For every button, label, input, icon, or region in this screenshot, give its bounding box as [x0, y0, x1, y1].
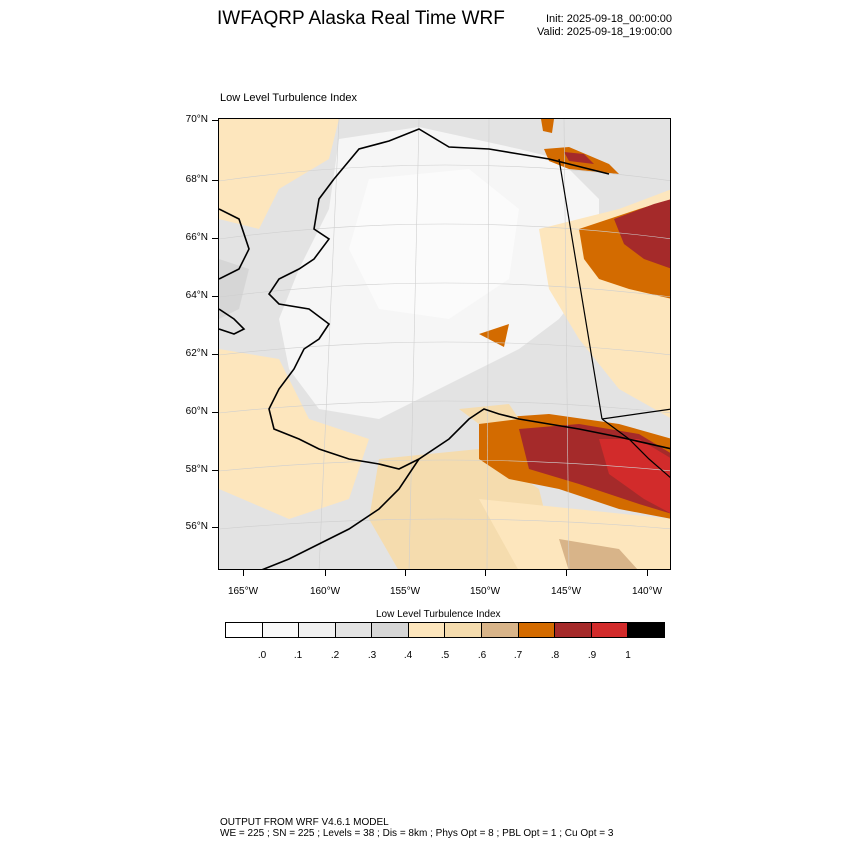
footer-line-params: WE = 225 ; SN = 225 ; Levels = 38 ; Dis …: [220, 828, 614, 839]
lat-tick: [212, 180, 218, 181]
colorbar-label: .9: [587, 650, 597, 661]
lat-label-58: 58°N: [185, 464, 208, 475]
lat-label-68: 68°N: [185, 174, 208, 185]
lon-label-155: 155°W: [389, 586, 421, 597]
colorbar-box: [226, 623, 263, 637]
lat-label-66: 66°N: [185, 232, 208, 243]
map-panel[interactable]: [218, 118, 671, 570]
model-footer: OUTPUT FROM WRF V4.6.1 MODEL WE = 225 ; …: [220, 817, 613, 839]
colorbar-box: [445, 623, 483, 637]
lon-label-150: 150°W: [469, 586, 501, 597]
init-time: Init: 2025-09-18_00:00:00: [546, 13, 672, 25]
lat-tick: [212, 120, 218, 121]
valid-time: Valid: 2025-09-18_19:00:00: [537, 26, 672, 38]
lon-tick: [647, 570, 648, 576]
colorbar-box: [335, 623, 373, 637]
lon-tick: [405, 570, 406, 576]
colorbar-label: .3: [367, 650, 377, 661]
colorbar-label: .0: [257, 650, 267, 661]
lon-label-160: 160°W: [309, 586, 341, 597]
colorbar-box: [408, 623, 446, 637]
colorbar-label: .4: [403, 650, 413, 661]
lat-label-60: 60°N: [185, 406, 208, 417]
colorbar-title: Low Level Turbulence Index: [376, 609, 501, 620]
lat-label-64: 64°N: [185, 290, 208, 301]
colorbar-label: .5: [440, 650, 450, 661]
colorbar-box: [262, 623, 300, 637]
colorbar-box: [299, 623, 336, 637]
lat-label-62: 62°N: [185, 348, 208, 359]
lon-tick: [485, 570, 486, 576]
lat-label-56: 56°N: [185, 521, 208, 532]
colorbar-box: [482, 623, 519, 637]
colorbar-box: [518, 623, 556, 637]
lon-label-145: 145°W: [550, 586, 582, 597]
colorbar-label: .8: [550, 650, 560, 661]
lat-label-70: 70°N: [185, 114, 208, 125]
colorbar-label: .6: [477, 650, 487, 661]
colorbar-box: [591, 623, 629, 637]
colorbar-label: .1: [293, 650, 303, 661]
colorbar-box: [628, 623, 664, 637]
lon-label-165: 165°W: [227, 586, 259, 597]
lat-tick: [212, 354, 218, 355]
lat-tick: [212, 412, 218, 413]
map-field-label: Low Level Turbulence Index: [220, 92, 357, 104]
colorbar: [225, 622, 665, 638]
colorbar-label: .7: [513, 650, 523, 661]
lat-tick: [212, 296, 218, 297]
lon-tick: [243, 570, 244, 576]
lon-tick: [566, 570, 567, 576]
colorbar-box: [555, 623, 592, 637]
plot-title: IWFAQRP Alaska Real Time WRF: [217, 8, 505, 29]
lon-label-140: 140°W: [631, 586, 663, 597]
lat-tick: [212, 470, 218, 471]
time-info: Init: 2025-09-18_00:00:00 Valid: 2025-09…: [520, 13, 672, 39]
footer-line-model: OUTPUT FROM WRF V4.6.1 MODEL: [220, 817, 389, 828]
colorbar-label: .2: [330, 650, 340, 661]
lat-tick: [212, 238, 218, 239]
lon-tick: [325, 570, 326, 576]
colorbar-box: [372, 623, 409, 637]
lat-tick: [212, 527, 218, 528]
turbulence-map: [219, 119, 670, 569]
colorbar-label: 1: [625, 650, 631, 661]
